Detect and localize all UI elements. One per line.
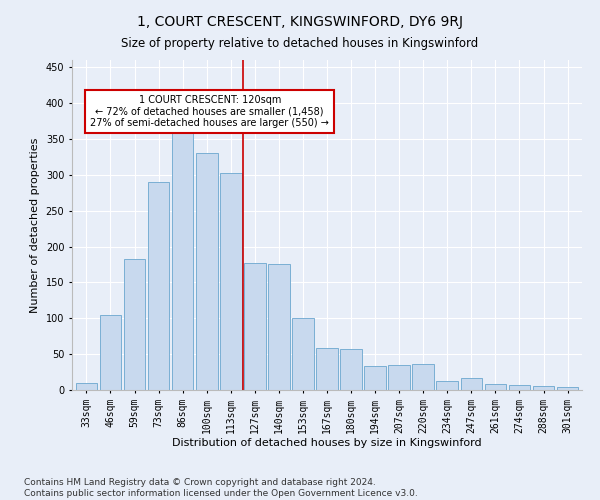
Bar: [244, 263, 266, 390]
Bar: [172, 128, 193, 390]
Bar: [316, 348, 338, 390]
Bar: [509, 385, 530, 390]
Y-axis label: Number of detached properties: Number of detached properties: [30, 138, 40, 312]
Bar: [196, 154, 218, 390]
Text: Contains HM Land Registry data © Crown copyright and database right 2024.
Contai: Contains HM Land Registry data © Crown c…: [24, 478, 418, 498]
Bar: [461, 378, 482, 390]
X-axis label: Distribution of detached houses by size in Kingswinford: Distribution of detached houses by size …: [172, 438, 482, 448]
Bar: [388, 365, 410, 390]
Bar: [124, 258, 145, 390]
Bar: [364, 366, 386, 390]
Bar: [220, 174, 242, 390]
Text: 1 COURT CRESCENT: 120sqm
← 72% of detached houses are smaller (1,458)
27% of sem: 1 COURT CRESCENT: 120sqm ← 72% of detach…: [90, 94, 329, 128]
Bar: [292, 318, 314, 390]
Bar: [436, 380, 458, 390]
Bar: [533, 386, 554, 390]
Bar: [485, 384, 506, 390]
Bar: [340, 349, 362, 390]
Bar: [268, 264, 290, 390]
Bar: [557, 387, 578, 390]
Bar: [148, 182, 169, 390]
Bar: [76, 383, 97, 390]
Bar: [100, 314, 121, 390]
Bar: [412, 364, 434, 390]
Text: Size of property relative to detached houses in Kingswinford: Size of property relative to detached ho…: [121, 38, 479, 51]
Text: 1, COURT CRESCENT, KINGSWINFORD, DY6 9RJ: 1, COURT CRESCENT, KINGSWINFORD, DY6 9RJ: [137, 15, 463, 29]
